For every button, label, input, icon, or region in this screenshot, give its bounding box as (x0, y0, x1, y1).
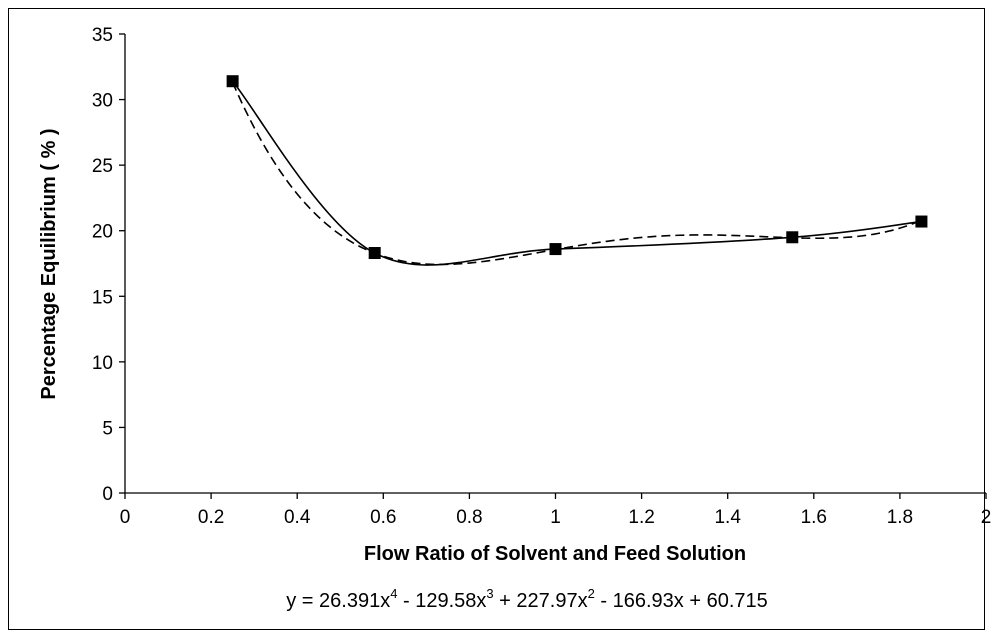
eq-power-4: 4 (390, 586, 397, 601)
x-tick-label: 1.2 (628, 507, 654, 528)
x-tick-label: 0.8 (456, 507, 482, 528)
x-tick-label: 1.8 (887, 507, 913, 528)
x-tick-label: 0.2 (198, 507, 224, 528)
eq-power-2: 2 (588, 586, 595, 601)
y-axis-title: Percentage Equilibrium ( % ) (38, 128, 60, 399)
x-tick-label: 0.4 (284, 507, 311, 528)
x-tick-label: 0 (120, 507, 131, 528)
y-tick-label: 20 (92, 222, 113, 243)
data-point-marker (786, 231, 799, 244)
y-tick-label: 0 (102, 484, 113, 505)
axes (124, 34, 986, 494)
data-point-marker (915, 215, 928, 228)
x-tick-label: 2 (981, 507, 992, 528)
x-tick-label: 1 (550, 507, 561, 528)
y-tick-label: 30 (92, 91, 113, 112)
eq-part-1: y = 26.391x (286, 590, 390, 612)
chart-frame (8, 8, 985, 630)
y-tick-label: 5 (102, 418, 113, 439)
y-tick-label: 10 (92, 353, 113, 374)
series-markers (226, 75, 928, 260)
x-tick-label: 1.6 (801, 507, 827, 528)
data-point-marker (226, 75, 239, 88)
eq-part-3: + 227.97x (494, 590, 588, 612)
eq-power-3: 3 (486, 586, 493, 601)
y-tick-label: 25 (92, 156, 113, 177)
y-tick-label: 35 (92, 25, 113, 46)
x-axis-title: Flow Ratio of Solvent and Feed Solution (364, 543, 746, 565)
eq-part-2: - 129.58x (397, 590, 486, 612)
x-tick-label: 1.4 (714, 507, 741, 528)
trendline-dashed (231, 82, 922, 266)
y-ticks: 0 5 10 15 20 25 30 35 (92, 25, 125, 505)
data-point-marker (549, 243, 562, 256)
x-ticks: 0 0.2 0.4 0.6 0.8 1 1.2 1.4 1.6 1.8 2 (120, 493, 992, 528)
x-tick-label: 0.6 (370, 507, 396, 528)
y-tick-label: 15 (92, 287, 113, 308)
data-point-marker (368, 247, 381, 260)
trendline-equation: y = 26.391x4 - 129.58x3 + 227.97x2 - 166… (286, 586, 768, 612)
eq-part-4: - 166.93x + 60.715 (595, 590, 768, 612)
